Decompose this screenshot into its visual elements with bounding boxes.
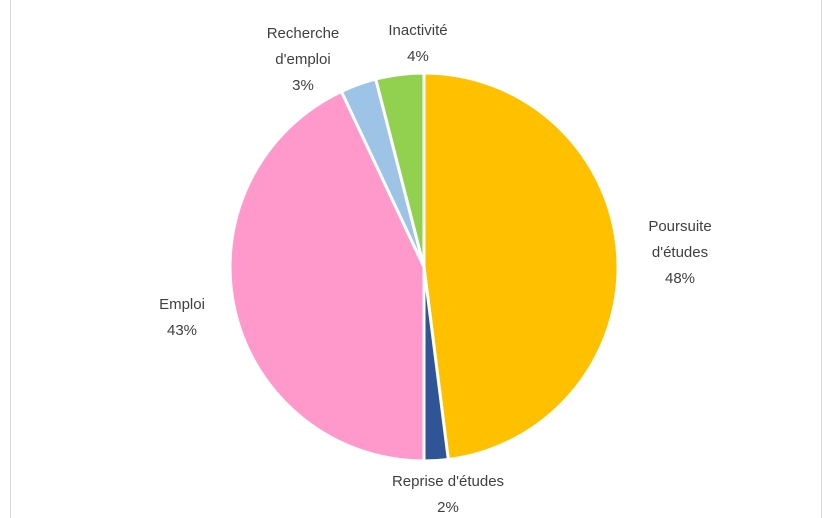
value-label: 43%: [166, 322, 198, 339]
category-label: Emploi: [159, 296, 205, 313]
category-label: Inactivité: [388, 22, 448, 39]
chart-frame: [10, 0, 822, 518]
data-label: Poursuite d'études 48%: [630, 214, 730, 292]
data-label: Inactivité 4%: [373, 18, 463, 70]
value-label: 2%: [437, 499, 459, 516]
pie-slice: [422, 71, 620, 462]
value-label: 4%: [407, 48, 429, 65]
data-label: Reprise d'études 2%: [363, 469, 533, 518]
data-label: Emploi 43%: [137, 292, 227, 344]
value-label: 3%: [292, 77, 314, 94]
pie-slice: [373, 71, 426, 268]
category-label: Recherche d'emploi: [266, 25, 340, 68]
value-label: 48%: [664, 270, 696, 287]
category-label: Poursuite d'études: [648, 218, 712, 261]
category-label: Reprise d'études: [391, 473, 505, 490]
pie-slice: [228, 89, 426, 463]
data-label: Recherche d'emploi 3%: [258, 21, 348, 99]
